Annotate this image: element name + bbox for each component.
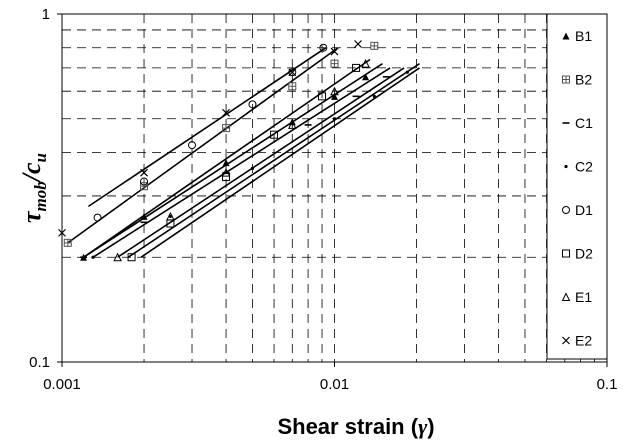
x-tick-label: 0.001 — [43, 376, 81, 393]
fit-line — [127, 62, 420, 258]
legend-marker-d2 — [562, 249, 570, 258]
point-d1 — [319, 43, 328, 52]
point-c2 — [332, 117, 337, 121]
point-d1 — [248, 100, 257, 109]
legend-label-c1: C1 — [575, 115, 593, 131]
point-e1 — [361, 59, 370, 68]
fit-line — [83, 62, 383, 258]
legend: B1 B2 C1 C2 D1 D2 E1 E2 — [561, 28, 593, 349]
point-d1 — [288, 68, 297, 77]
point-b1 — [331, 92, 338, 100]
y-tick-label: 1 — [42, 6, 50, 23]
point-e2 — [140, 168, 148, 177]
legend-marker-b1 — [562, 32, 570, 40]
legend-label-d1: D1 — [575, 202, 593, 218]
fit-line — [87, 47, 327, 208]
data-series — [58, 40, 409, 262]
legend-marker-c2 — [564, 164, 568, 169]
point-b2-cross — [64, 239, 72, 247]
legend-label-b1: B1 — [575, 28, 592, 44]
point-b2-cross — [331, 60, 338, 68]
legend-box — [546, 13, 608, 360]
series-d1 — [93, 43, 328, 222]
point-e2 — [330, 47, 339, 56]
point-b1 — [140, 212, 148, 220]
legend-label-c2: C2 — [575, 159, 593, 175]
point-d1 — [93, 213, 102, 222]
point-b2-cross — [288, 82, 296, 90]
point-d2 — [127, 253, 136, 262]
point-e2 — [288, 68, 297, 77]
fit-line — [117, 67, 405, 258]
series-c1 — [80, 75, 390, 259]
y-axis-label: τmob/cu — [17, 153, 50, 223]
series-e1 — [113, 59, 370, 262]
fit-line — [67, 47, 339, 244]
point-d2 — [352, 63, 361, 72]
series-d2 — [127, 63, 361, 262]
series-b2 — [63, 41, 379, 247]
fit-line — [140, 67, 420, 258]
fit-line — [83, 58, 371, 258]
point-e1 — [166, 211, 175, 221]
point-e1 — [113, 252, 122, 262]
legend-marker-e1 — [561, 292, 571, 301]
point-d2 — [318, 92, 327, 101]
fit-line — [92, 67, 391, 258]
point-b2-cross — [140, 182, 148, 190]
point-c2 — [405, 70, 409, 74]
fit-lines — [67, 47, 420, 258]
series-e2 — [58, 40, 362, 237]
legend-label-b2: B2 — [575, 72, 592, 88]
x-tick-label: 0.01 — [320, 376, 349, 393]
y-tick-label: 0.1 — [29, 354, 50, 371]
point-b2-cross — [370, 42, 378, 50]
point-b2-cross — [222, 124, 230, 132]
legend-label-d2: D2 — [575, 246, 593, 262]
legend-label-e2: E2 — [575, 333, 592, 349]
point-d2 — [222, 173, 231, 182]
legend-marker-d1 — [562, 206, 570, 214]
point-b1 — [222, 159, 230, 167]
point-d1 — [188, 141, 197, 150]
point-c2 — [250, 166, 255, 171]
point-d1 — [140, 177, 149, 186]
point-e1 — [330, 86, 339, 96]
point-e1 — [221, 168, 231, 177]
point-e1 — [287, 120, 297, 129]
point-b1 — [362, 73, 370, 81]
point-e2 — [354, 40, 362, 48]
point-e2 — [222, 108, 230, 117]
point-c2 — [91, 255, 95, 259]
point-c2 — [372, 94, 376, 98]
axis-ticks: 0.001 0.01 0.1 0.1 1 — [29, 6, 617, 393]
point-d2 — [270, 130, 279, 139]
x-axis-label: Shear strain (γ) — [277, 414, 434, 439]
legend-marker-b2-cross — [562, 76, 570, 83]
x-tick-label: 0.1 — [597, 376, 618, 393]
legend-label-e1: E1 — [575, 289, 592, 305]
series-b1 — [80, 73, 370, 261]
legend-marker-e2 — [562, 336, 570, 345]
